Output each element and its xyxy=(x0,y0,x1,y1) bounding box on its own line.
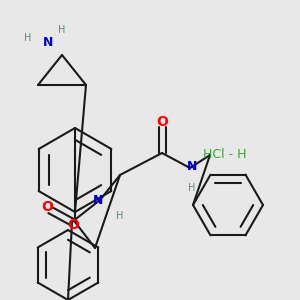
Text: N: N xyxy=(93,194,103,208)
Text: O: O xyxy=(41,200,53,214)
Text: H: H xyxy=(24,33,32,43)
Text: O: O xyxy=(156,115,168,129)
Text: H: H xyxy=(116,211,124,221)
Text: N: N xyxy=(43,35,53,49)
Text: HCl - H: HCl - H xyxy=(203,148,247,161)
Text: H: H xyxy=(58,25,66,35)
Text: N: N xyxy=(187,160,197,172)
Text: H: H xyxy=(188,183,196,193)
Text: O: O xyxy=(67,218,79,232)
